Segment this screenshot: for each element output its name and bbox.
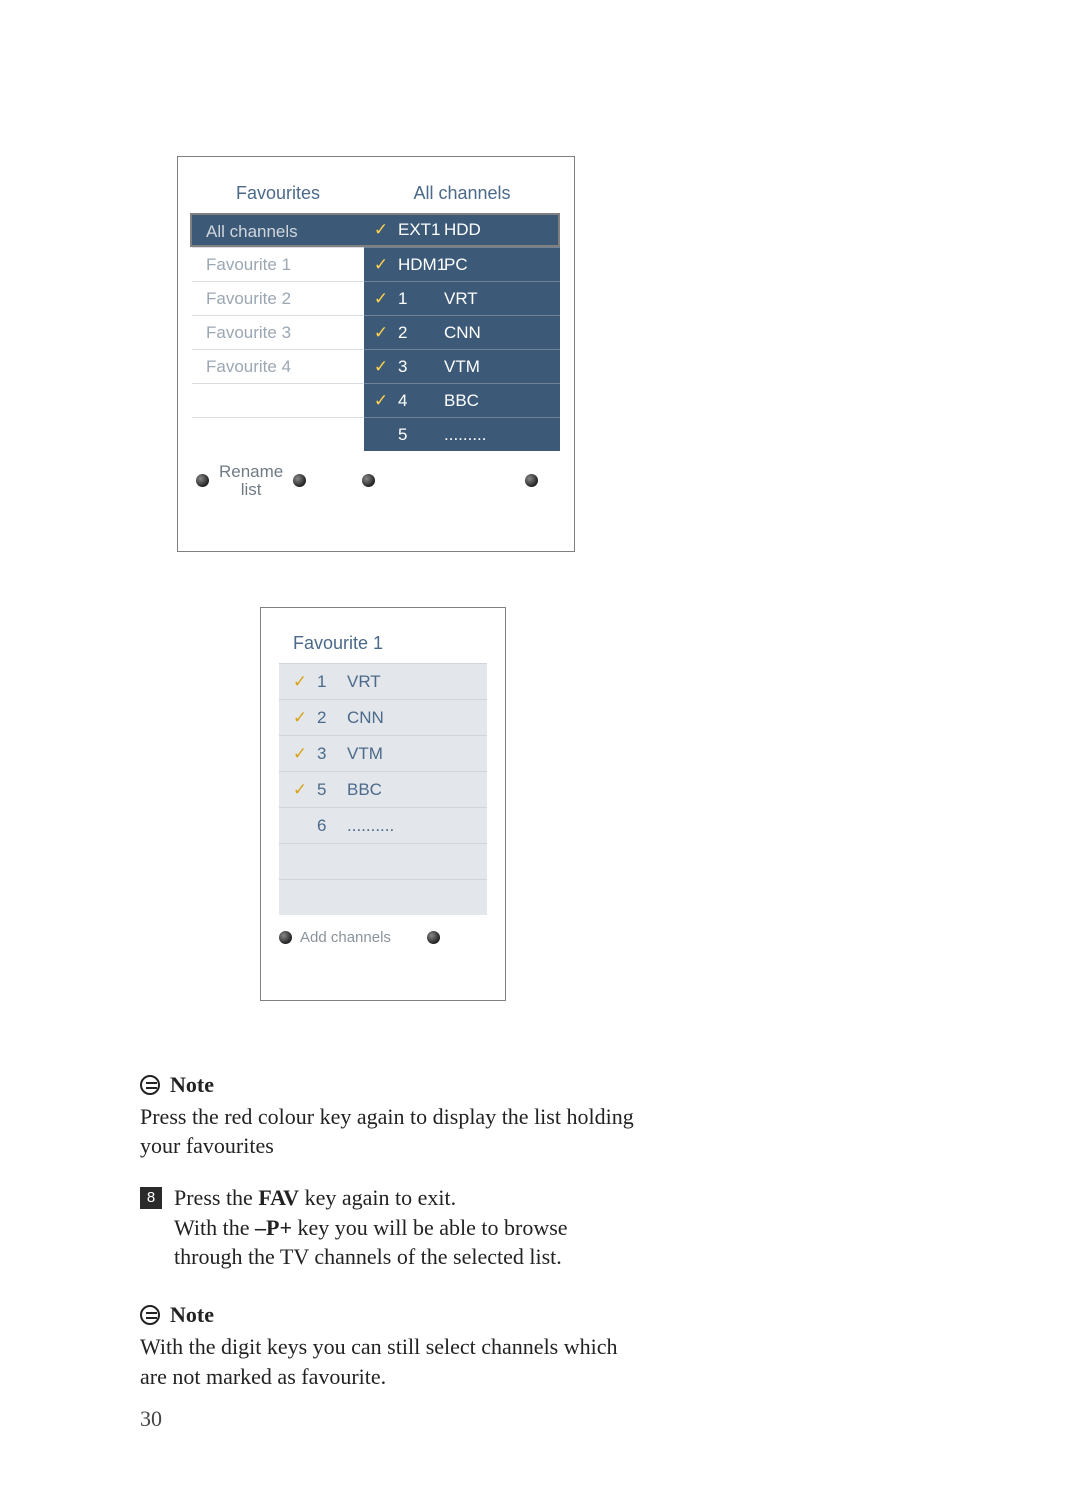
- channel-row[interactable]: ✓3VTM: [364, 349, 560, 383]
- channel-number: 2: [392, 323, 444, 343]
- led-icon: [525, 474, 538, 487]
- channel-number: 1: [311, 672, 347, 692]
- note-title: Note: [170, 1070, 214, 1100]
- channel-row[interactable]: 5.........: [364, 417, 560, 451]
- channel-name: BBC: [444, 391, 560, 411]
- tick-icon: ✓: [370, 220, 392, 240]
- favourites-list-item[interactable]: Favourite 4: [192, 349, 364, 383]
- channel-name: VTM: [347, 744, 487, 764]
- tick-icon: ✓: [370, 391, 392, 411]
- channel-number: 3: [392, 357, 444, 377]
- channel-number: 3: [311, 744, 347, 764]
- note-heading: Note: [140, 1300, 640, 1330]
- favourite1-row[interactable]: [279, 843, 487, 879]
- note-icon: [140, 1075, 160, 1095]
- channel-number: 1: [392, 289, 444, 309]
- step-body: Press the FAV key again to exit. With th…: [174, 1183, 640, 1272]
- channel-number: 2: [311, 708, 347, 728]
- favourite1-row[interactable]: 6..........: [279, 807, 487, 843]
- favourite1-row[interactable]: [279, 879, 487, 915]
- note-heading: Note: [140, 1070, 640, 1100]
- favourite1-row[interactable]: ✓1VRT: [279, 663, 487, 699]
- page-number: 30: [140, 1406, 162, 1432]
- channel-row[interactable]: ✓1VRT: [364, 281, 560, 315]
- channel-name: ..........: [347, 816, 487, 836]
- led-icon: [196, 474, 209, 487]
- step-number-badge: 8: [140, 1187, 162, 1209]
- favourites-header: Favourites: [192, 178, 364, 213]
- all-channels-column: All channels ✓EXT1HDD✓HDM1PC✓1VRT✓2CNN✓3…: [364, 178, 560, 451]
- favourites-list-item[interactable]: Favourite 2: [192, 281, 364, 315]
- favourites-list-item[interactable]: Favourite 1: [192, 247, 364, 281]
- tick-icon: ✓: [370, 323, 392, 343]
- panel2-footer: Add channels: [279, 929, 487, 946]
- channel-name: VTM: [444, 357, 560, 377]
- channel-number: EXT1: [392, 220, 444, 240]
- note-body: Press the red colour key again to displa…: [140, 1102, 640, 1161]
- led-icon: [293, 474, 306, 487]
- document-body: Note Press the red colour key again to d…: [140, 1070, 640, 1391]
- favourites-list-item: [192, 417, 364, 451]
- favourite1-row[interactable]: ✓5BBC: [279, 771, 487, 807]
- tick-icon: ✓: [289, 744, 311, 764]
- channel-name: CNN: [347, 708, 487, 728]
- tick-icon: ✓: [370, 255, 392, 275]
- favourite1-row[interactable]: ✓3VTM: [279, 735, 487, 771]
- tick-icon: ✓: [289, 672, 311, 692]
- tick-icon: ✓: [289, 780, 311, 800]
- channel-name: PC: [444, 255, 560, 275]
- add-channels-label[interactable]: Add channels: [300, 929, 391, 946]
- channel-row[interactable]: ✓EXT1HDD: [364, 213, 560, 247]
- channel-number: 6: [311, 816, 347, 836]
- step-8: 8 Press the FAV key again to exit. With …: [140, 1183, 640, 1272]
- note-body: With the digit keys you can still select…: [140, 1332, 640, 1391]
- all-channels-header: All channels: [364, 178, 560, 213]
- led-icon: [427, 931, 440, 944]
- channel-row[interactable]: ✓4BBC: [364, 383, 560, 417]
- channel-row[interactable]: ✓HDM1PC: [364, 247, 560, 281]
- led-icon: [362, 474, 375, 487]
- tick-icon: ✓: [370, 357, 392, 377]
- favourite1-row[interactable]: ✓2CNN: [279, 699, 487, 735]
- tick-icon: ✓: [289, 708, 311, 728]
- channel-number: 5: [392, 425, 444, 445]
- channel-number: 5: [311, 780, 347, 800]
- led-icon: [279, 931, 292, 944]
- favourites-list-item: [192, 383, 364, 417]
- channel-row[interactable]: ✓2CNN: [364, 315, 560, 349]
- channel-name: BBC: [347, 780, 487, 800]
- favourite1-panel: Favourite 1 ✓1VRT✓2CNN✓3VTM✓5BBC6.......…: [260, 607, 506, 1001]
- favourites-list-item[interactable]: Favourite 3: [192, 315, 364, 349]
- panel1-footer: Rename list: [192, 463, 560, 499]
- channel-name: .........: [444, 425, 560, 445]
- rename-list-label: Rename list: [219, 463, 283, 499]
- note-icon: [140, 1305, 160, 1325]
- note-title: Note: [170, 1300, 214, 1330]
- channel-number: HDM1: [392, 255, 444, 275]
- channel-name: HDD: [444, 220, 558, 240]
- channel-name: CNN: [444, 323, 560, 343]
- favourites-column: Favourites All channelsFavourite 1Favour…: [192, 178, 364, 451]
- favourites-panel: Favourites All channelsFavourite 1Favour…: [177, 156, 575, 552]
- channel-name: VRT: [444, 289, 560, 309]
- channel-number: 4: [392, 391, 444, 411]
- tick-icon: ✓: [370, 289, 392, 309]
- channel-name: VRT: [347, 672, 487, 692]
- favourite1-header: Favourite 1: [279, 628, 487, 663]
- favourites-list-item[interactable]: All channels: [190, 213, 364, 247]
